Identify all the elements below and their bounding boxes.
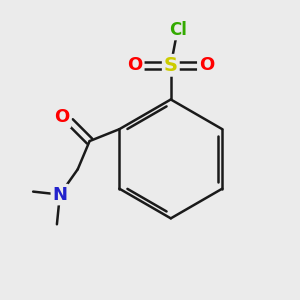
Text: Cl: Cl <box>169 21 187 39</box>
Text: O: O <box>54 108 70 126</box>
Text: S: S <box>164 56 178 75</box>
Text: O: O <box>199 56 214 74</box>
Text: O: O <box>128 56 143 74</box>
Text: N: N <box>52 186 68 204</box>
